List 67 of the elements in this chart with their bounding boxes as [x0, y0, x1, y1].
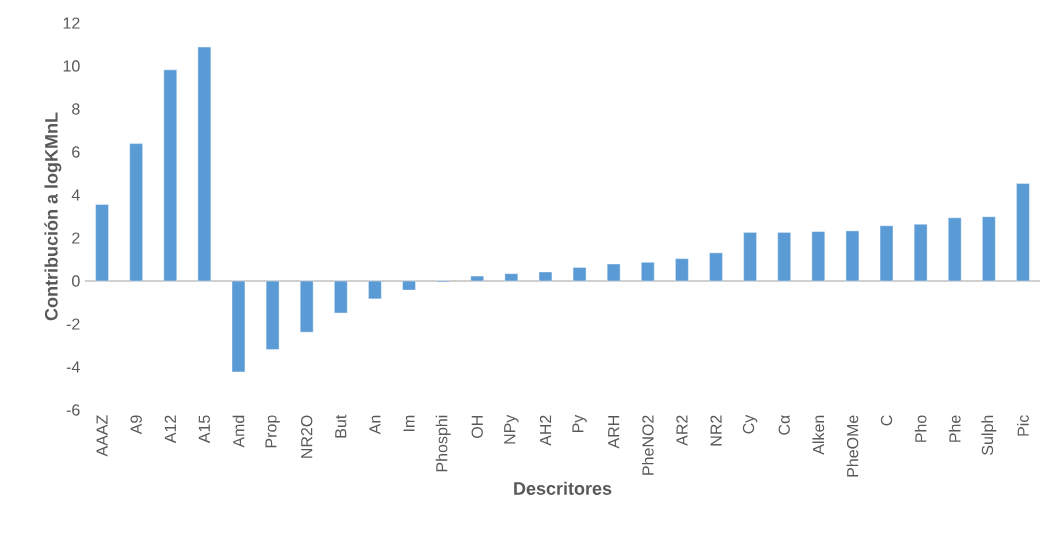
bar — [709, 252, 723, 282]
x-tick-label: AR2 — [676, 415, 688, 446]
x-tick-label: Cy — [742, 414, 758, 434]
bar — [470, 275, 484, 282]
x-tick-label: NR2O — [301, 415, 313, 458]
x-tick-label: An — [369, 415, 381, 435]
y-tick-label: 4 — [71, 189, 80, 201]
bar — [334, 280, 348, 314]
x-tick-label: Prop — [265, 415, 280, 448]
bar — [675, 258, 689, 282]
bar — [368, 280, 382, 300]
bar — [402, 280, 416, 291]
bar — [95, 204, 109, 282]
x-tick-label: NPy — [504, 414, 519, 444]
x-tick-label: Pic — [1017, 415, 1029, 436]
x-tick-label: Phe — [948, 415, 961, 442]
x-tick-label: C — [880, 415, 893, 426]
bar — [572, 267, 587, 282]
x-tick-label: AAAZ — [96, 415, 108, 457]
bar — [982, 216, 996, 282]
y-tick-label: -2 — [66, 318, 80, 330]
x-tick-label: Pho — [914, 415, 927, 442]
x-tick-label: PheOMe — [846, 415, 859, 477]
x-tick-label: Amd — [232, 415, 245, 448]
x-tick-label: A15 — [198, 415, 210, 444]
x-tick-label: PheNO2 — [641, 415, 654, 475]
bar — [777, 232, 791, 282]
x-tick-label: NR2 — [710, 415, 722, 446]
bar — [300, 280, 314, 333]
x-tick-label: Im — [403, 415, 415, 431]
x-tick-label: A9 — [130, 415, 142, 435]
bar — [265, 280, 280, 350]
y-tick-label: 12 — [63, 17, 80, 29]
x-tick-label: Alken — [812, 415, 825, 455]
x-tick-label: But — [335, 414, 347, 438]
bar — [538, 271, 553, 282]
bar — [845, 230, 860, 282]
bar — [743, 232, 757, 282]
bar — [129, 143, 143, 282]
bar — [231, 280, 246, 373]
bar — [163, 69, 177, 282]
y-axis-title: Contribución a logKMnL — [44, 112, 62, 321]
bar — [913, 224, 928, 282]
y-tick-label: 0 — [72, 275, 80, 287]
x-tick-label: OH — [471, 416, 483, 438]
x-tick-label: Cα — [778, 415, 790, 435]
y-tick-label: -6 — [66, 404, 80, 416]
bar — [879, 225, 894, 282]
x-tick-label: Py — [572, 414, 587, 433]
x-tick-label: ARH — [608, 416, 620, 449]
y-tick-label: 2 — [72, 232, 80, 244]
y-tick-label: -4 — [66, 361, 80, 373]
x-tick-label: Sulph — [981, 415, 997, 455]
bar — [1016, 183, 1030, 282]
bar — [948, 217, 962, 282]
x-axis-title: Descritores — [514, 481, 612, 495]
bar — [197, 46, 212, 282]
x-tick-label: AH2 — [539, 415, 552, 446]
bar — [504, 273, 519, 282]
y-tick-label: 10 — [63, 60, 80, 72]
bar — [811, 231, 825, 282]
bar — [641, 262, 655, 282]
y-tick-label: 8 — [72, 103, 80, 115]
y-tick-label: 6 — [72, 146, 80, 158]
bar — [606, 263, 621, 282]
x-tick-label: A12 — [164, 415, 176, 444]
x-tick-label: Phosphi — [435, 415, 451, 472]
